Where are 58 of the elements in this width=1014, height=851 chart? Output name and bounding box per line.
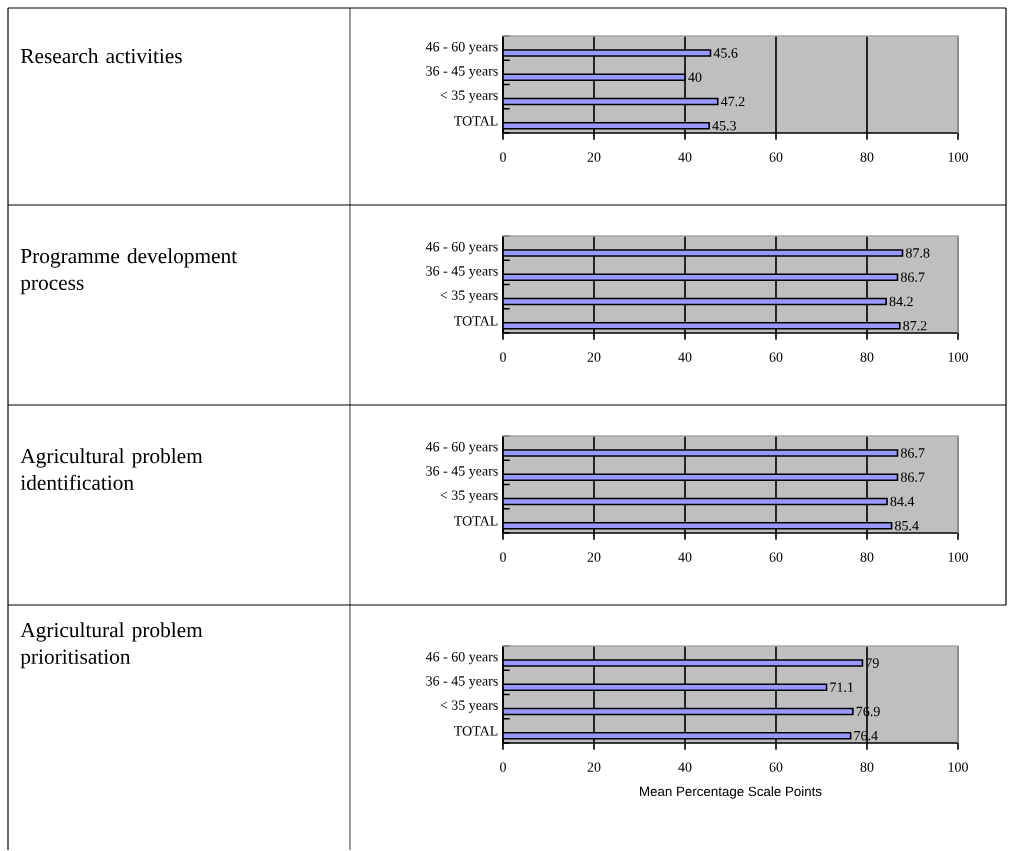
data-label: 86.7 <box>900 272 925 283</box>
x-tick-label: 20 <box>587 552 601 563</box>
y-tick-label: 46 - 60 years <box>425 242 498 255</box>
x-tick-label: 60 <box>769 762 783 773</box>
text: Agricultural problem identification <box>20 448 203 491</box>
y-tick-label: < 35 years <box>440 290 498 303</box>
x-tick-label: 0 <box>500 762 506 773</box>
data-label: 86.7 <box>900 448 925 458</box>
data-label: 87.2 <box>903 321 927 331</box>
y-tick-label: TOTAL <box>454 316 498 326</box>
x-tick-label: 80 <box>860 762 874 773</box>
y-tick-label: 36 - 45 years <box>426 66 498 79</box>
x-tick-label: 80 <box>860 152 874 163</box>
y-tick-label: 36 - 45 years <box>426 466 498 479</box>
x-tick-label: 60 <box>769 552 783 563</box>
x-tick-label: 40 <box>678 762 692 773</box>
x-tick-label: 60 <box>769 152 783 163</box>
x-tick-label: 0 <box>500 152 506 163</box>
data-label: 47.2 <box>720 96 745 107</box>
text: Research activities <box>20 48 182 64</box>
y-tick-label: < 35 years <box>440 490 498 503</box>
x-tick-label: 40 <box>678 352 692 363</box>
data-label: 71.1 <box>830 682 854 693</box>
data-label: 45.3 <box>712 121 736 131</box>
y-tick-label: 46 - 60 years <box>425 42 498 55</box>
y-tick-label: 36 - 45 years <box>426 266 498 279</box>
x-tick-label: 80 <box>860 552 874 563</box>
y-tick-label: < 35 years <box>440 90 498 103</box>
data-label: 86.7 <box>900 472 925 483</box>
data-label: 87.8 <box>905 248 930 258</box>
y-tick-label: TOTAL <box>454 726 498 736</box>
data-label: 85.4 <box>895 521 919 531</box>
data-label: 84.2 <box>889 296 913 307</box>
x-tick-label: 60 <box>769 352 783 363</box>
y-tick-label: 46 - 60 years <box>425 652 498 665</box>
y-tick-label: TOTAL <box>454 116 498 126</box>
x-tick-label: 100 <box>948 352 968 363</box>
data-label: 40 <box>688 72 702 83</box>
data-label: 84.4 <box>890 496 915 507</box>
x-tick-label: 20 <box>587 352 601 363</box>
x-tick-label: 40 <box>678 152 692 163</box>
x-tick-label: 80 <box>860 352 874 363</box>
x-tick-label: 20 <box>587 152 601 163</box>
x-tick-label: 0 <box>500 352 506 363</box>
x-tick-label: 100 <box>948 762 968 773</box>
x-tick-label: 40 <box>678 552 692 563</box>
y-tick-label: 36 - 45 years <box>426 676 498 689</box>
x-tick-label: 100 <box>948 152 968 163</box>
text: Agricultural problem prioritisation <box>20 622 203 669</box>
x-axis-title: Mean Percentage Scale Points <box>640 786 822 799</box>
text: Programme development process <box>20 248 237 295</box>
data-label: 45.6 <box>713 48 738 58</box>
x-tick-label: 100 <box>948 552 968 563</box>
y-tick-label: 46 - 60 years <box>425 442 498 455</box>
x-tick-label: 20 <box>587 762 601 773</box>
y-tick-label: TOTAL <box>454 516 498 526</box>
x-tick-label: 0 <box>500 552 506 563</box>
y-tick-label: < 35 years <box>440 700 498 713</box>
